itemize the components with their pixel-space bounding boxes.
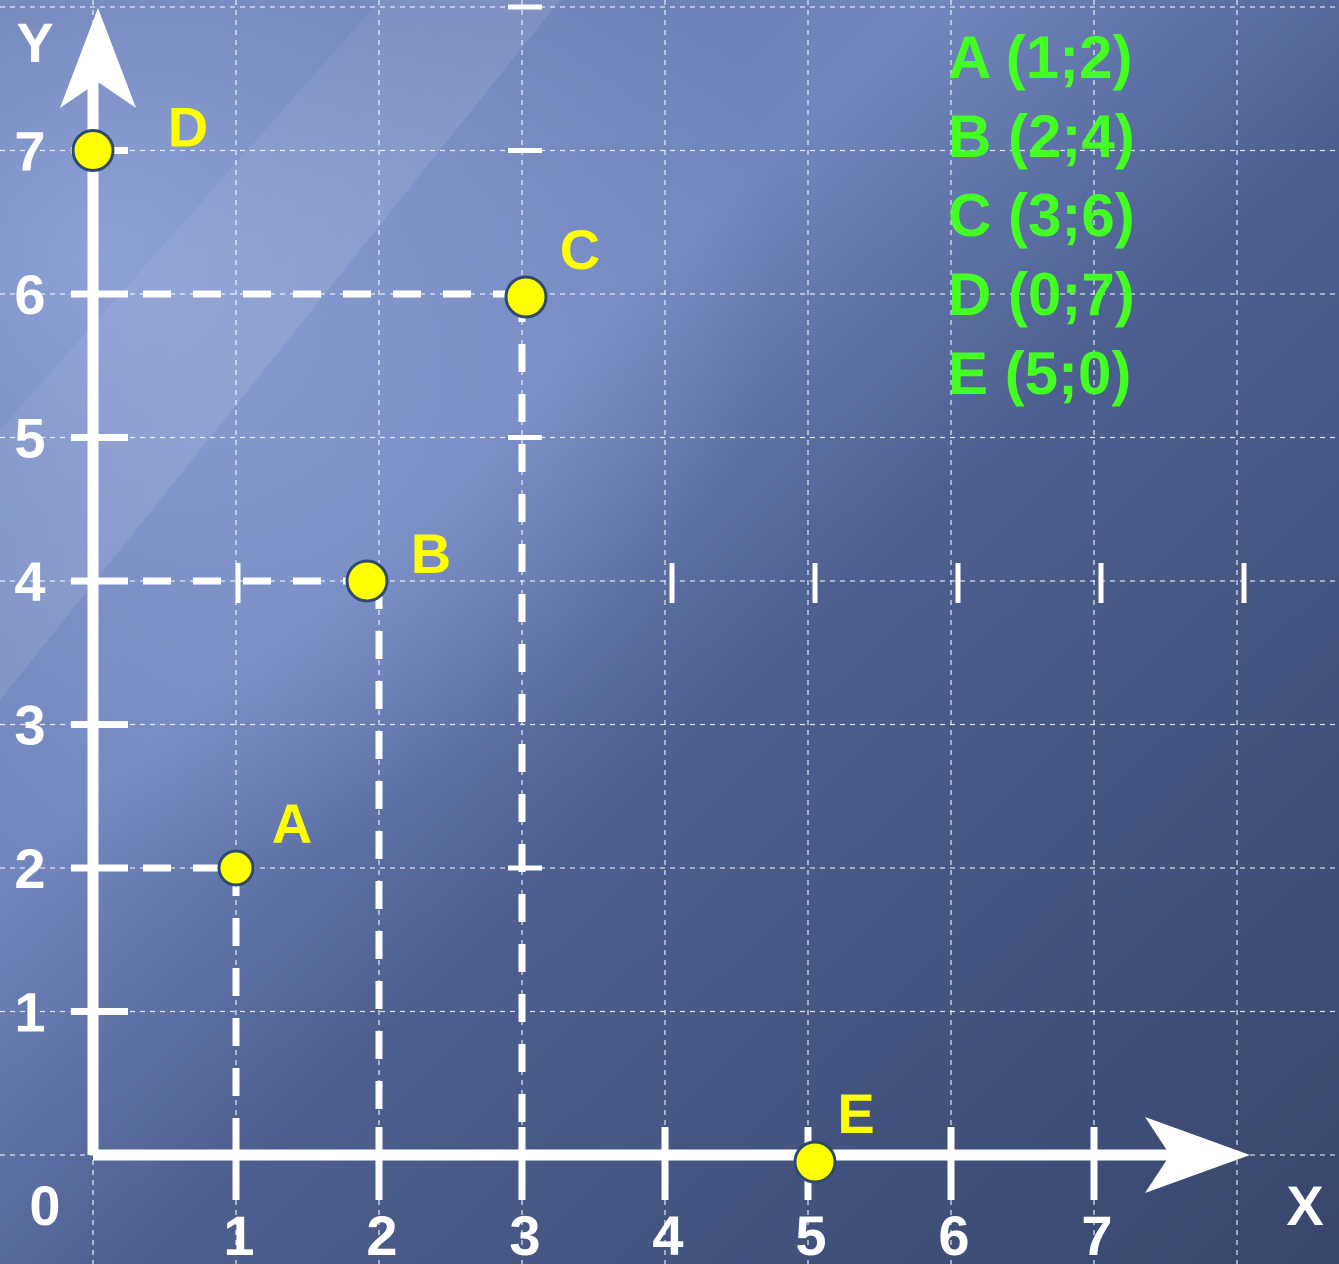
labels: 1 2 3 4 5 6 7 1 2 3 4 5 6 7 0 X Y A B C D E A (1;2) B (2;4) C (3…	[14, 11, 1323, 1264]
y-tick-label: 4	[14, 550, 45, 613]
y-axis-label: Y	[16, 11, 53, 74]
point-e	[793, 1140, 837, 1184]
legend-entry: B (2;4)	[948, 103, 1135, 170]
axes	[60, 8, 1250, 1193]
point-label-d: D	[168, 96, 208, 159]
point-label-a: A	[272, 792, 312, 855]
x-tick-label: 1	[223, 1204, 254, 1264]
legend-entry: A (1;2)	[948, 24, 1132, 91]
x-tick-label: 5	[795, 1204, 826, 1264]
x-tick-label: 3	[509, 1204, 540, 1264]
ticks	[71, 4, 1247, 1200]
point-a	[217, 849, 255, 887]
light-streak	[0, 0, 560, 700]
point-d	[71, 129, 115, 172]
point-label-c: C	[560, 218, 600, 281]
x-tick-label: 7	[1081, 1204, 1112, 1264]
y-tick-label: 7	[14, 120, 45, 183]
y-tick-label: 3	[14, 694, 45, 757]
y-tick-label: 2	[14, 837, 45, 900]
point-c	[504, 275, 548, 319]
y-tick-label: 6	[14, 263, 45, 326]
x-axis-label: X	[1286, 1174, 1323, 1237]
legend-entry: E (5;0)	[948, 340, 1131, 407]
x-axis-arrow	[1145, 1117, 1250, 1193]
origin-label: 0	[29, 1174, 60, 1237]
legend-entry: C (3;6)	[948, 182, 1135, 249]
points	[71, 129, 837, 1184]
point-b	[345, 559, 389, 603]
x-tick-label: 2	[366, 1204, 397, 1264]
y-tick-label: 1	[14, 981, 45, 1044]
y-tick-label: 5	[14, 407, 45, 470]
x-tick-label: 6	[938, 1204, 969, 1264]
legend-entry: D (0;7)	[948, 261, 1135, 328]
y-axis-arrow	[60, 8, 136, 108]
x-tick-label: 4	[652, 1204, 683, 1264]
point-label-e: E	[837, 1082, 874, 1145]
point-label-b: B	[411, 522, 451, 585]
